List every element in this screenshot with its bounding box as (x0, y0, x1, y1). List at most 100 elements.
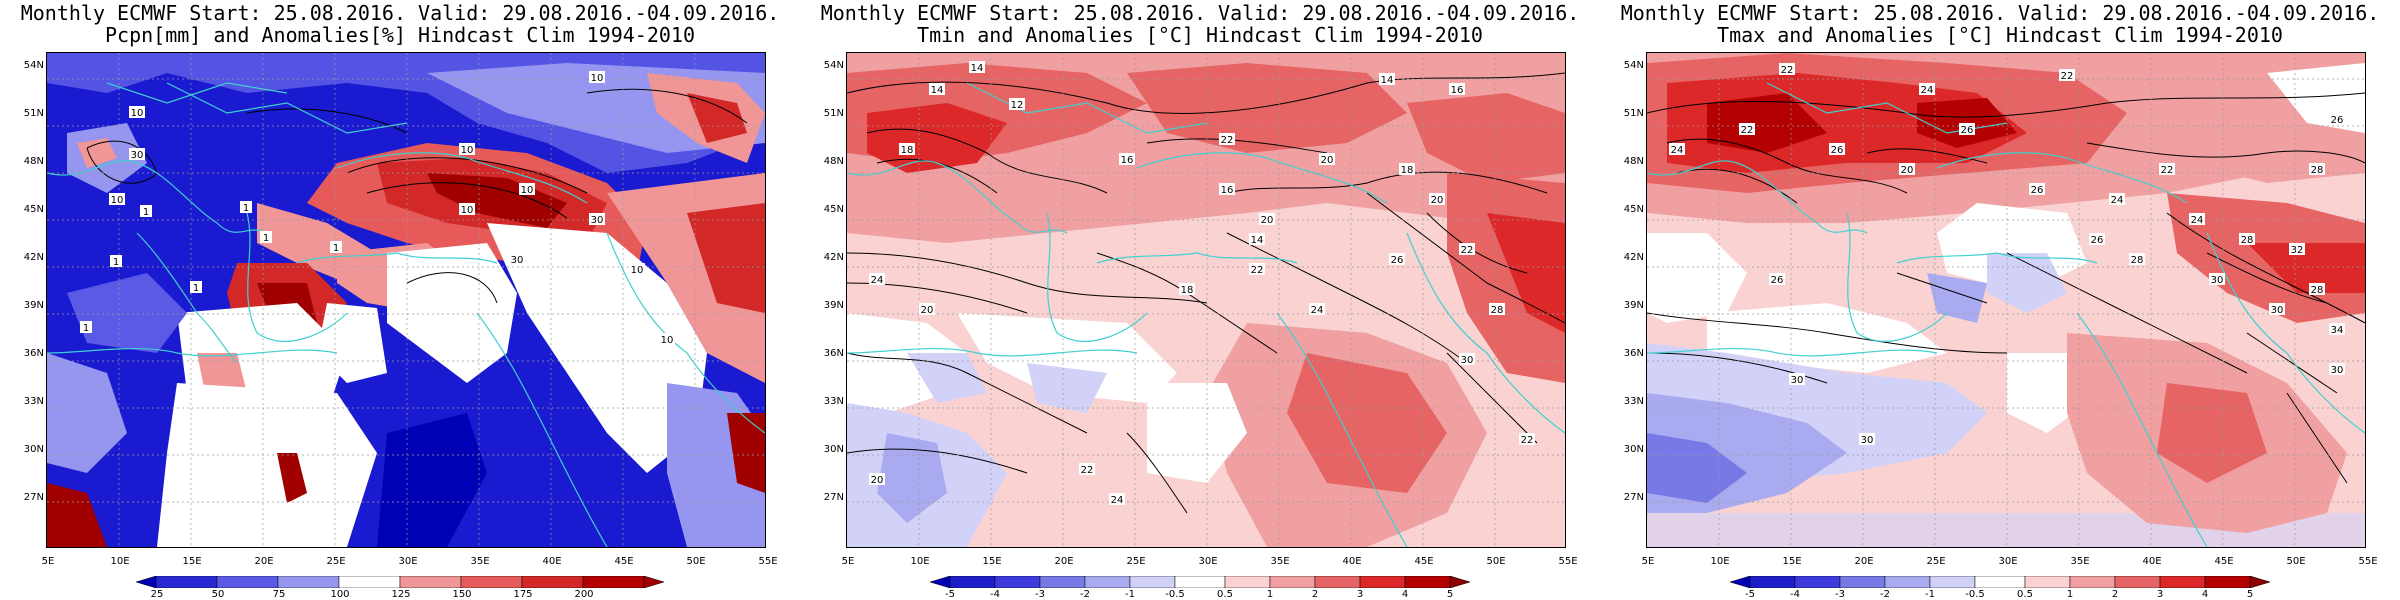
svg-text:10: 10 (131, 108, 144, 119)
contour-label: 1 (80, 321, 92, 334)
contour-label: 24 (869, 273, 885, 286)
svg-text:22: 22 (2061, 71, 2074, 82)
contour-label: 28 (2129, 253, 2145, 266)
contour-label: 10 (659, 333, 675, 346)
contour-label: 18 (1399, 163, 1415, 176)
lat-label: 51N (823, 108, 844, 119)
colorbar-label: -4 (990, 589, 1000, 600)
svg-text:34: 34 (2331, 325, 2344, 336)
contour-label: 1 (140, 205, 152, 218)
tmin-colorbar (930, 576, 1470, 588)
lat-label: 39N (23, 300, 44, 311)
contour-label: 30 (2329, 363, 2345, 376)
contour-label: 30 (1459, 353, 1475, 366)
contour-label: 24 (2109, 193, 2125, 206)
contour-label: 30 (1789, 373, 1805, 386)
svg-text:30: 30 (2271, 305, 2284, 316)
contour-label: 26 (1829, 143, 1845, 156)
svg-text:20: 20 (1261, 215, 1274, 226)
contour-label: 16 (1119, 153, 1135, 166)
colorbar-label: 1 (1266, 589, 1274, 600)
svg-text:20: 20 (1321, 155, 1334, 166)
tmax-panel: Monthly ECMWF Start: 25.08.2016. Valid: … (1600, 0, 2400, 600)
svg-text:26: 26 (1771, 275, 1784, 286)
svg-text:28: 28 (1491, 305, 1504, 316)
svg-text:24: 24 (1921, 85, 1934, 96)
colorbar-label: 50 (211, 589, 225, 600)
svg-text:30: 30 (591, 215, 604, 226)
svg-text:30: 30 (2211, 275, 2224, 286)
svg-text:10: 10 (521, 185, 534, 196)
colorbar-label: 4 (2201, 589, 2209, 600)
contour-label: 12 (1009, 98, 1025, 111)
svg-text:30: 30 (1461, 355, 1474, 366)
contour-label: 1 (240, 201, 252, 214)
svg-text:18: 18 (901, 145, 914, 156)
svg-text:1: 1 (143, 207, 149, 218)
colorbar-label: 2 (2111, 589, 2119, 600)
contour-label: 22 (1079, 463, 1095, 476)
contour-label: 18 (899, 143, 915, 156)
svg-text:24: 24 (1671, 145, 1684, 156)
lat-label: 27N (823, 492, 844, 503)
lat-label: 33N (1623, 396, 1644, 407)
contour-label: 22 (1459, 243, 1475, 256)
svg-text:30: 30 (2331, 365, 2344, 376)
svg-text:24: 24 (2111, 195, 2124, 206)
colorbar-label: 175 (513, 589, 533, 600)
lat-label: 30N (23, 444, 44, 455)
svg-text:32: 32 (2291, 245, 2304, 256)
contour-label: 22 (1519, 433, 1535, 446)
lon-label: 30E (1998, 556, 2018, 567)
svg-text:24: 24 (1111, 495, 1124, 506)
svg-text:22: 22 (1221, 135, 1234, 146)
colorbar-label: 25 (150, 589, 164, 600)
contour-label: 30 (589, 213, 605, 226)
contour-label: 24 (2189, 213, 2205, 226)
contour-label: 26 (1959, 123, 1975, 136)
svg-text:30: 30 (131, 150, 144, 161)
svg-text:22: 22 (1521, 435, 1534, 446)
colorbar-label: 75 (272, 589, 286, 600)
lon-label: 15E (982, 556, 1002, 567)
lon-label: 15E (1782, 556, 1802, 567)
panel-title-line1: Monthly ECMWF Start: 25.08.2016. Valid: … (820, 1, 1580, 25)
lat-label: 36N (823, 348, 844, 359)
lon-label: 50E (1486, 556, 1506, 567)
lon-label: 50E (686, 556, 706, 567)
contour-label: 22 (1739, 123, 1755, 136)
lon-label: 25E (1926, 556, 1946, 567)
contour-label: 20 (1319, 153, 1335, 166)
lat-label: 51N (1623, 108, 1644, 119)
lat-label: 39N (823, 300, 844, 311)
lat-label: 54N (1623, 60, 1644, 71)
contour-label: 16 (1449, 83, 1465, 96)
svg-text:12: 12 (1011, 100, 1024, 111)
svg-text:22: 22 (2161, 165, 2174, 176)
contour-label: 1 (190, 281, 202, 294)
contour-label: 34 (2329, 323, 2345, 336)
contour-label: 30 (509, 253, 525, 266)
svg-text:14: 14 (931, 85, 944, 96)
panel-title-line1: Monthly ECMWF Start: 25.08.2016. Valid: … (1620, 1, 2380, 25)
svg-text:10: 10 (461, 145, 474, 156)
lat-label: 27N (23, 492, 44, 503)
lon-label: 15E (182, 556, 202, 567)
svg-text:14: 14 (971, 63, 984, 74)
svg-text:28: 28 (2311, 165, 2324, 176)
lon-label: 30E (1198, 556, 1218, 567)
contour-label: 28 (2309, 283, 2325, 296)
contour-label: 18 (1179, 283, 1195, 296)
colorbar-label: 100 (330, 589, 350, 600)
colorbar-label: -2 (1080, 589, 1090, 600)
contour-label: 30 (2209, 273, 2225, 286)
lat-label: 39N (1623, 300, 1644, 311)
svg-text:22: 22 (1251, 265, 1264, 276)
colorbar-label: 2 (1311, 589, 1319, 600)
lat-label: 45N (823, 204, 844, 215)
svg-text:28: 28 (2131, 255, 2144, 266)
lat-label: 42N (1623, 252, 1644, 263)
contour-label: 26 (1769, 273, 1785, 286)
svg-text:20: 20 (1431, 195, 1444, 206)
lon-label: 40E (2142, 556, 2162, 567)
